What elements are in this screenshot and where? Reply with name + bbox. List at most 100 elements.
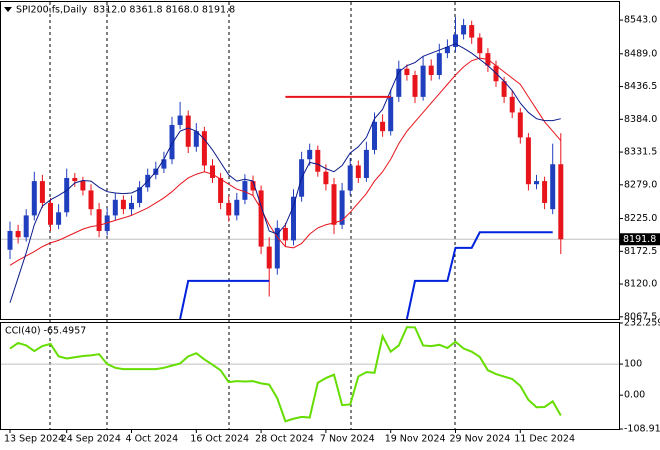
candle-body <box>291 196 296 241</box>
indicator-line <box>9 43 561 303</box>
x-tick-label: 29 Nov 2024 <box>450 434 511 445</box>
candle-body <box>307 149 313 160</box>
candle-body <box>550 164 556 210</box>
candle-body <box>388 96 394 132</box>
candle-body <box>177 115 183 125</box>
y-tick-label: 100 <box>624 359 642 370</box>
price-box-label: 8191.8 <box>623 234 656 245</box>
candle-body <box>331 184 337 225</box>
indicator-line <box>179 279 270 320</box>
candle-body <box>23 215 29 238</box>
candle-body <box>64 177 70 213</box>
candle-body <box>72 177 78 182</box>
candle-body <box>428 65 434 76</box>
candle-body <box>517 112 523 138</box>
candle-body <box>282 227 288 241</box>
x-tick-label: 16 Oct 2024 <box>190 434 249 445</box>
candle-body <box>534 181 539 185</box>
candle-body <box>242 181 248 200</box>
candle-body <box>372 121 377 150</box>
x-tick-label: 4 Oct 2024 <box>126 434 179 445</box>
y-tick-label: 8331.5 <box>624 147 657 158</box>
indicator-label: CCI(40) -65.4957 <box>5 326 86 337</box>
candle-body <box>347 165 353 191</box>
candle-body <box>323 171 329 185</box>
y-tick-label: 8436.5 <box>624 81 657 92</box>
y-tick-label: -108.916 <box>624 424 660 435</box>
candle-body <box>80 181 86 191</box>
y-tick-label: 8543.0 <box>624 15 657 26</box>
y-tick-label: 0.00 <box>624 390 645 401</box>
candle-body <box>315 149 321 172</box>
candle-body <box>234 199 240 216</box>
y-tick-label: 8384.0 <box>624 114 657 125</box>
candle-body <box>161 159 167 169</box>
x-tick-label: 24 Sep 2024 <box>61 434 121 445</box>
candle-body <box>363 149 369 178</box>
candle-body <box>396 68 402 97</box>
candle-body <box>355 165 361 178</box>
y-tick-label: 8279.0 <box>624 179 657 190</box>
candle-body <box>525 137 531 185</box>
cci-pane-frame <box>0 322 620 430</box>
candle-body <box>412 75 418 97</box>
cci-line <box>9 326 562 423</box>
candle-body <box>56 212 62 225</box>
x-tick-label: 11 Dec 2024 <box>514 434 575 445</box>
candle-body <box>88 190 94 210</box>
candle-body <box>226 202 232 216</box>
candle-body <box>218 177 224 203</box>
y-tick-label: 8489.0 <box>624 48 657 59</box>
candle-body <box>120 199 126 210</box>
candle-body <box>558 164 564 240</box>
candle-body <box>444 46 450 54</box>
price-pane-frame <box>0 1 620 320</box>
candle-body <box>469 25 475 38</box>
chart-header: SPI200.fs,Daily 8312.0 8361.8 8168.0 819… <box>16 5 235 16</box>
y-tick-label: 232.2595 <box>624 318 660 329</box>
menu-icon <box>4 7 12 12</box>
y-tick-label: 8225.0 <box>624 213 657 224</box>
candle-body <box>185 115 191 147</box>
candle-body <box>112 199 118 216</box>
candle-body <box>461 25 467 35</box>
x-tick-label: 19 Nov 2024 <box>385 434 446 445</box>
candle-body <box>210 165 215 178</box>
indicator-line <box>9 57 562 266</box>
indicator-line <box>405 231 553 320</box>
candle-body <box>274 227 280 269</box>
candle-body <box>380 121 386 132</box>
y-tick-label: 8120.0 <box>624 279 657 290</box>
candle-body <box>137 187 143 203</box>
y-tick-label: 8172.5 <box>624 246 657 257</box>
candle-body <box>169 124 175 160</box>
candle-body <box>39 181 45 203</box>
candle-body <box>7 231 13 250</box>
candle-body <box>96 209 102 232</box>
candle-body <box>453 34 458 47</box>
candle-body <box>339 190 345 225</box>
candle-body <box>258 190 264 247</box>
x-tick-label: 28 Oct 2024 <box>255 434 314 445</box>
candle-body <box>31 181 37 216</box>
candle-body <box>129 202 134 210</box>
candle-body <box>201 131 207 166</box>
candle-body <box>193 131 199 147</box>
candle-body <box>501 81 507 97</box>
candle-body <box>48 202 53 225</box>
price-box <box>620 233 660 246</box>
candle-body <box>266 246 272 269</box>
candle-body <box>509 96 515 113</box>
candle-body <box>436 53 442 76</box>
candle-body <box>15 231 21 238</box>
candle-body <box>420 65 426 97</box>
period-separators <box>49 2 456 429</box>
candle-body <box>477 37 483 54</box>
candle-body <box>542 181 548 203</box>
x-tick-label: 13 Sep 2024 <box>4 434 64 445</box>
y-tick-label: 8067.5 <box>624 311 657 322</box>
candle-body <box>404 68 410 76</box>
candles <box>7 16 564 297</box>
